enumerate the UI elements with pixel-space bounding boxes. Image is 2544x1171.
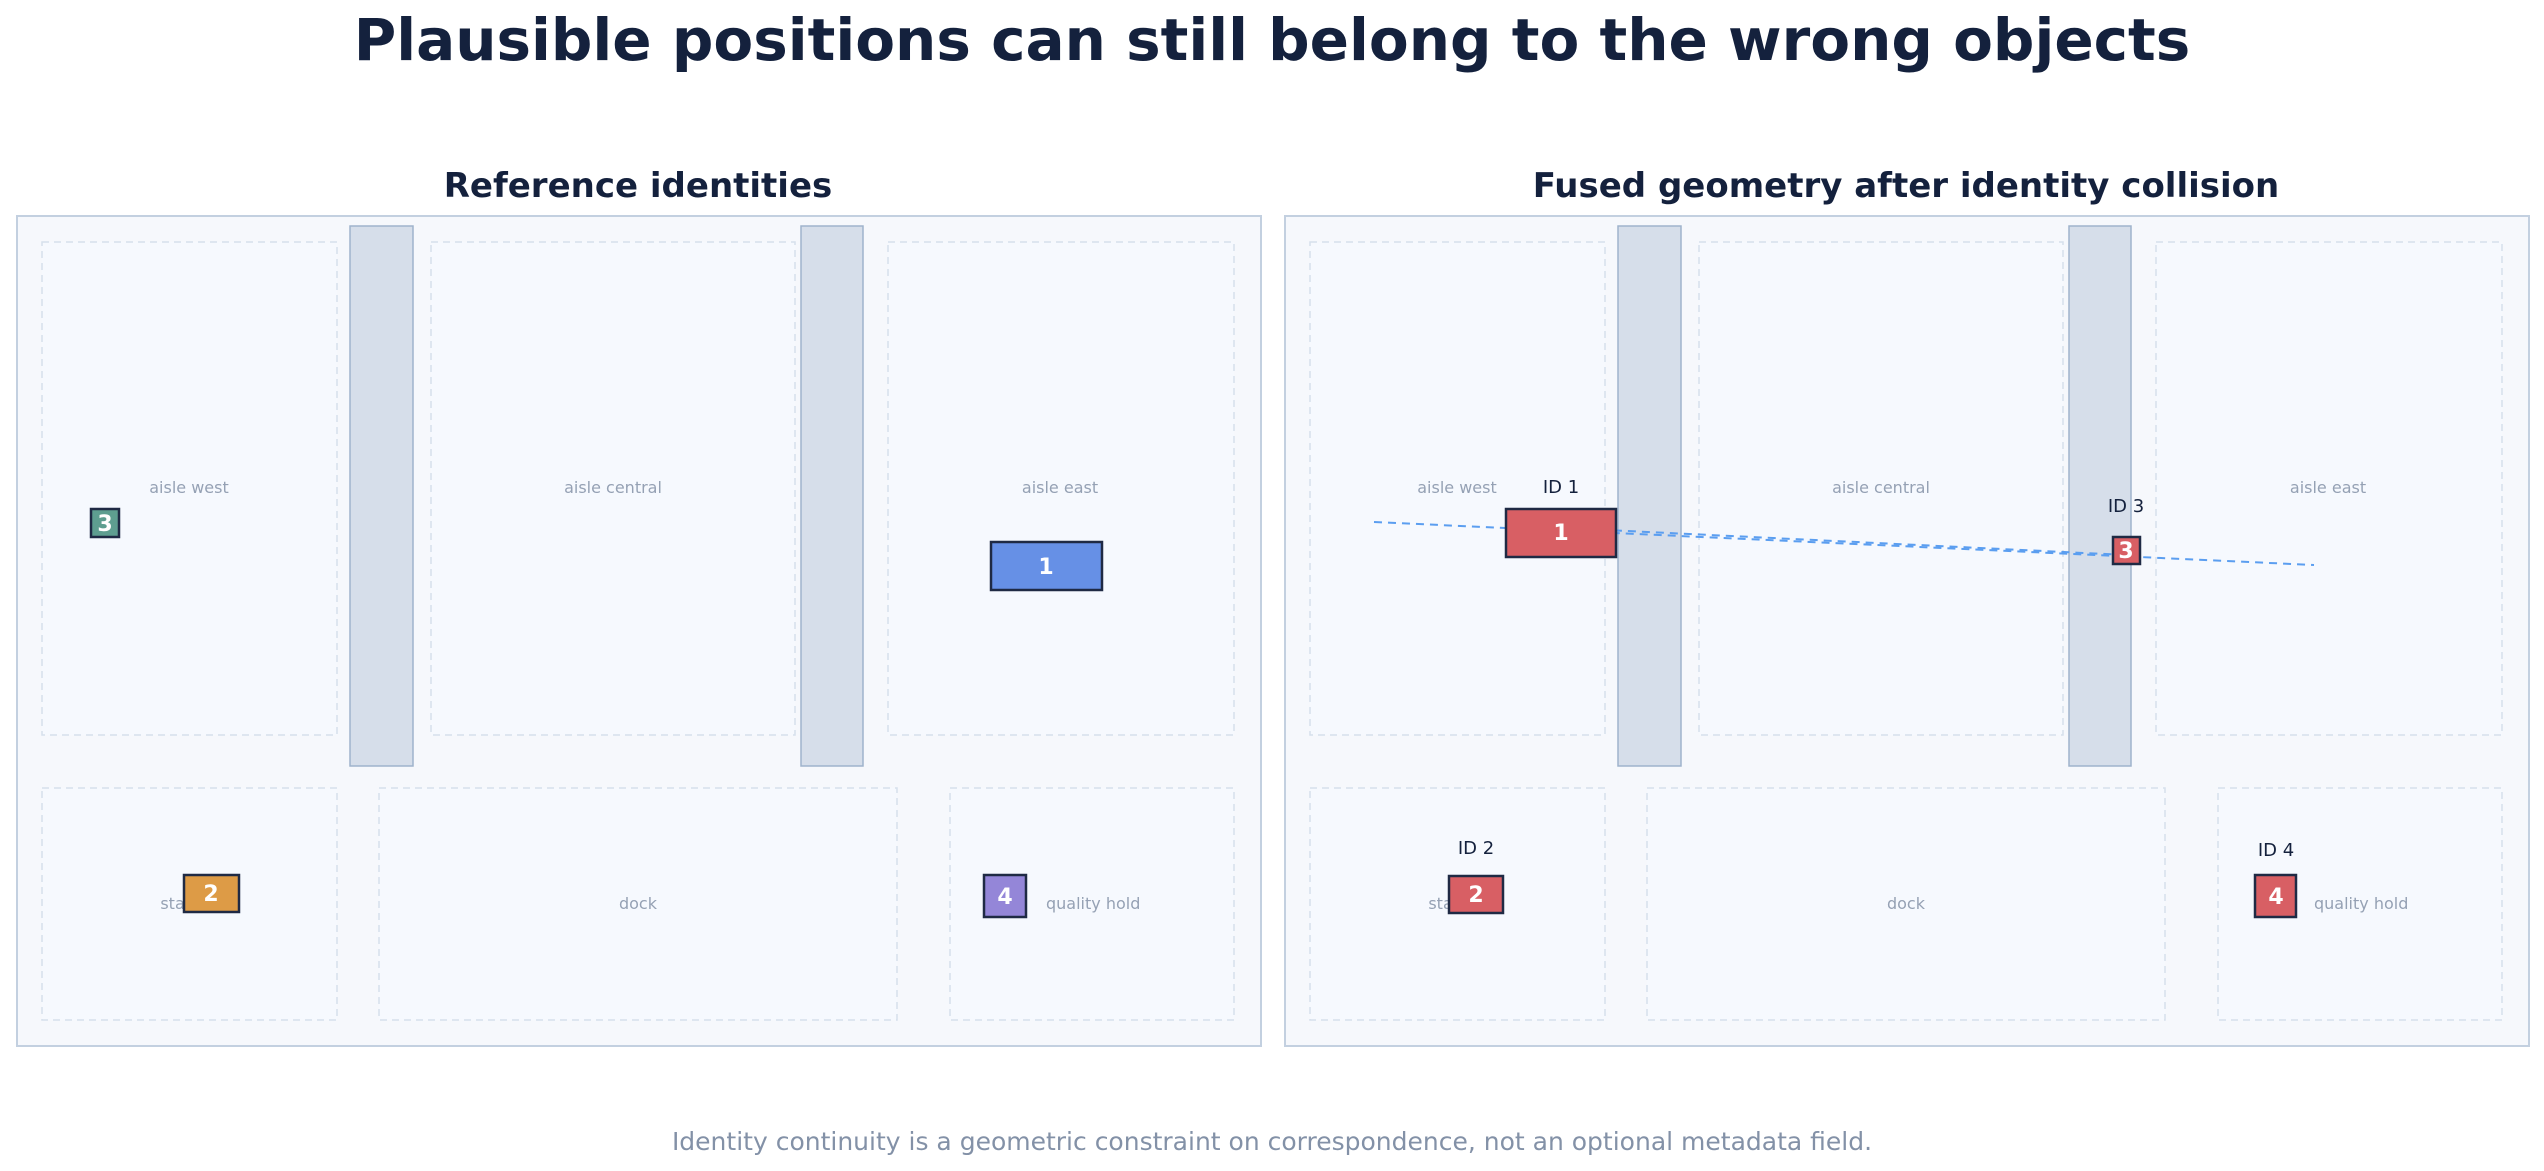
pillar-left xyxy=(349,225,414,767)
fused-object-2-box xyxy=(1447,874,1505,915)
fused-object-3-id-label: ID 3 xyxy=(2108,496,2144,517)
fused-object-4-id-label: ID 4 xyxy=(2258,840,2294,861)
object-1: 1 xyxy=(989,540,1104,592)
fused-object-2: 2 ID 2 xyxy=(1447,838,1505,915)
zone-aisle-central xyxy=(1698,241,2064,736)
fused-object-1-box xyxy=(1504,507,1618,559)
object-1-box xyxy=(989,540,1104,592)
zone-aisle-east xyxy=(2155,241,2503,736)
zone-aisle-central xyxy=(430,241,796,736)
object-2: 2 xyxy=(182,873,241,914)
fused-object-4-box xyxy=(2253,873,2298,919)
zone-dock xyxy=(1646,787,2166,1021)
zone-label-aisle-west: aisle west xyxy=(149,478,229,497)
zone-label-dock: dock xyxy=(619,894,658,913)
fused-object-3-box xyxy=(2111,535,2142,566)
object-4: 4 xyxy=(982,873,1028,919)
object-4-number: 4 xyxy=(997,885,1012,910)
pillar-right xyxy=(800,225,864,767)
object-4-box xyxy=(982,873,1028,919)
zone-label-aisle-east: aisle east xyxy=(1022,478,1098,497)
fused-object-3: 3 ID 3 xyxy=(2108,496,2144,566)
fused-object-1-id-label: ID 1 xyxy=(1543,477,1579,498)
panel-title-reference: Reference identities xyxy=(443,166,833,206)
zone-label-aisle-east: aisle east xyxy=(2290,478,2366,497)
fused-object-4: 4 ID 4 xyxy=(2253,840,2298,919)
object-1-number: 1 xyxy=(1038,555,1053,580)
fused-object-1: 1 ID 1 xyxy=(1504,477,1618,559)
fused-panel: aisle west aisle central aisle east stag… xyxy=(1284,215,2530,1047)
zone-label-quality-hold: quality hold xyxy=(2314,894,2408,913)
zone-label-aisle-central: aisle central xyxy=(564,478,662,497)
object-3-box xyxy=(89,507,121,539)
zone-aisle-west xyxy=(1309,241,1606,736)
fused-object-1-number: 1 xyxy=(1553,521,1568,546)
fused-object-3-number: 3 xyxy=(2118,539,2133,564)
pillar-right xyxy=(2068,225,2132,767)
reference-panel: aisle west aisle central aisle east stag… xyxy=(16,215,1262,1047)
fused-object-2-id-label: ID 2 xyxy=(1458,838,1494,859)
zone-label-aisle-west: aisle west xyxy=(1417,478,1497,497)
zone-aisle-east xyxy=(887,241,1235,736)
zone-label-quality-hold: quality hold xyxy=(1046,894,1140,913)
zone-dock xyxy=(378,787,898,1021)
footer-caption: Identity continuity is a geometric const… xyxy=(671,1127,1873,1156)
zone-label-dock: dock xyxy=(1887,894,1926,913)
object-2-box xyxy=(182,873,241,914)
zone-label-aisle-central: aisle central xyxy=(1832,478,1930,497)
pillar-left xyxy=(1617,225,1682,767)
zone-aisle-west xyxy=(41,241,338,736)
figure-title: Plausible positions can still belong to … xyxy=(353,6,2191,74)
panel-title-fused: Fused geometry after identity collision xyxy=(1532,166,2280,206)
fused-object-4-number: 4 xyxy=(2268,885,2283,910)
object-3-number: 3 xyxy=(97,512,112,537)
object-2-number: 2 xyxy=(203,882,218,907)
object-3: 3 xyxy=(89,507,121,539)
fused-object-2-number: 2 xyxy=(1468,883,1483,908)
